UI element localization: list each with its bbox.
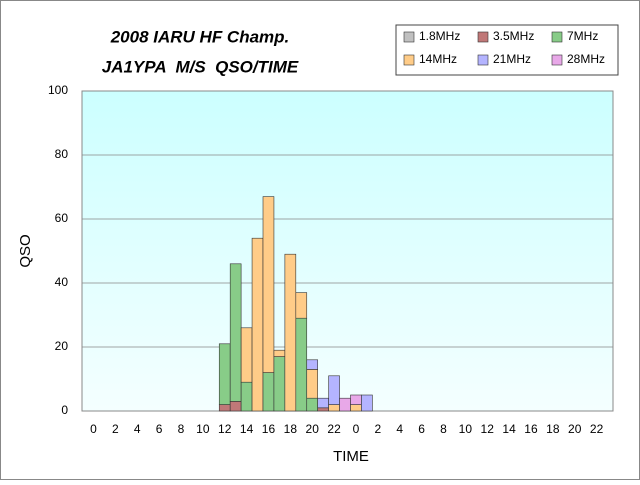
x-tick-label: 14 xyxy=(502,422,516,436)
legend-label: 14MHz xyxy=(419,52,457,66)
bar-segment xyxy=(328,375,340,405)
x-tick-label: 20 xyxy=(568,422,582,436)
bar-segment xyxy=(295,317,308,412)
y-tick-label: 100 xyxy=(48,83,68,97)
legend-label: 21MHz xyxy=(493,52,531,66)
x-axis-label: TIME xyxy=(333,448,369,465)
legend-label: 1.8MHz xyxy=(419,29,460,43)
y-tick-label: 80 xyxy=(55,147,69,161)
x-tick-label: 16 xyxy=(262,422,276,436)
bar-segment xyxy=(273,349,286,357)
bar-segment xyxy=(218,343,231,405)
bar-segment xyxy=(328,404,340,412)
bar-segment xyxy=(350,394,362,405)
x-tick-label: 8 xyxy=(178,422,185,436)
y-axis-label: QSO xyxy=(17,234,34,267)
bar-segment xyxy=(317,407,329,412)
legend-swatch xyxy=(403,31,415,43)
bar-segment xyxy=(229,401,242,412)
x-tick-label: 8 xyxy=(440,422,447,436)
y-tick-label: 40 xyxy=(55,275,69,289)
x-tick-label: 4 xyxy=(396,422,403,436)
bar-segment xyxy=(317,397,329,409)
x-tick-label: 12 xyxy=(481,422,495,436)
x-tick-label: 2 xyxy=(112,422,119,436)
y-tick-label: 0 xyxy=(61,403,68,417)
plot-area xyxy=(81,90,614,412)
x-tick-label: 12 xyxy=(218,422,232,436)
legend-swatch xyxy=(551,54,563,66)
x-tick-label: 6 xyxy=(418,422,425,436)
bar-segment xyxy=(229,263,242,402)
chart-title: 2008 IARU HF Champ. xyxy=(110,27,290,46)
bar-segment xyxy=(295,292,308,319)
legend-swatch xyxy=(551,31,563,43)
legend-label: 28MHz xyxy=(567,52,605,66)
x-tick-label: 0 xyxy=(353,422,360,436)
legend-swatch xyxy=(477,54,489,66)
x-tick-label: 10 xyxy=(196,422,210,436)
bar-segment xyxy=(240,381,253,412)
legend-label: 3.5MHz xyxy=(493,29,534,43)
x-tick-label: 22 xyxy=(327,422,341,436)
bar-segment xyxy=(361,394,373,412)
legend-swatch xyxy=(403,54,415,66)
legend-label: 7MHz xyxy=(567,29,598,43)
y-tick-label: 60 xyxy=(55,211,69,225)
bar-segment xyxy=(240,327,253,383)
x-tick-label: 16 xyxy=(524,422,538,436)
x-tick-label: 4 xyxy=(134,422,141,436)
x-tick-label: 14 xyxy=(240,422,254,436)
bar-segment xyxy=(339,397,351,412)
bar-segment xyxy=(306,397,318,412)
x-tick-label: 10 xyxy=(459,422,473,436)
bar-segment xyxy=(306,369,318,399)
bar-segment xyxy=(251,237,264,412)
x-tick-label: 18 xyxy=(546,422,560,436)
x-tick-label: 20 xyxy=(306,422,320,436)
chart-subtitle: JA1YPA M/S QSO/TIME xyxy=(102,57,299,76)
y-tick-label: 20 xyxy=(55,339,69,353)
bar-segment xyxy=(218,404,231,412)
x-tick-label: 6 xyxy=(156,422,163,436)
x-tick-label: 22 xyxy=(590,422,604,436)
bar-segment xyxy=(350,404,362,412)
bar-segment xyxy=(262,372,275,412)
x-tick-label: 18 xyxy=(284,422,298,436)
bar-segment xyxy=(262,196,275,373)
bar-segment xyxy=(306,359,318,370)
x-tick-label: 2 xyxy=(375,422,382,436)
bar-segment xyxy=(273,356,286,412)
legend-swatch xyxy=(477,31,489,43)
bar-segment xyxy=(284,253,297,412)
legend xyxy=(395,24,619,76)
x-tick-label: 0 xyxy=(90,422,97,436)
